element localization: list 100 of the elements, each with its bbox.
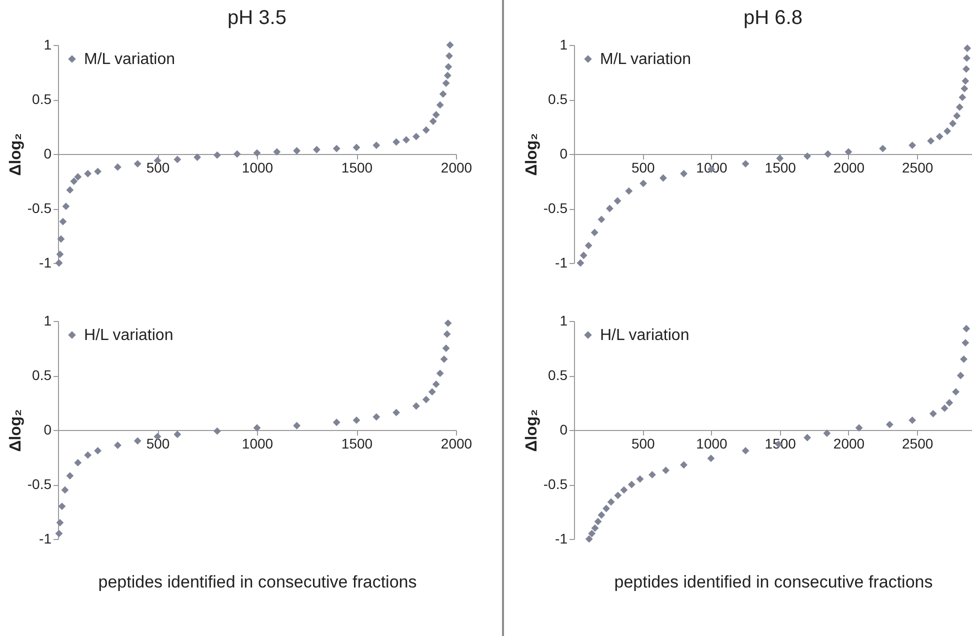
point <box>61 486 69 494</box>
x-axis-title: peptides identified in consecutive fractions <box>614 572 933 592</box>
point <box>332 418 340 426</box>
point <box>607 498 615 506</box>
point <box>662 466 670 474</box>
point <box>648 470 656 478</box>
point <box>594 518 602 526</box>
point <box>962 324 970 332</box>
y-tick-label: 0.5 <box>548 91 568 107</box>
x-tick-label: 500 <box>631 160 656 176</box>
point <box>84 451 92 459</box>
y-tick-label: -1 <box>555 530 568 546</box>
point <box>440 355 448 363</box>
x-tick-label: 2000 <box>440 160 472 176</box>
point <box>776 154 784 162</box>
point <box>963 54 970 62</box>
point <box>444 63 452 71</box>
point <box>956 103 964 111</box>
legend-label: H/L variation <box>600 327 690 344</box>
point <box>372 413 380 421</box>
chart-title: pH 6.8 <box>744 7 802 29</box>
point <box>352 144 360 152</box>
point <box>412 132 420 140</box>
point <box>956 372 964 380</box>
point <box>940 404 948 412</box>
point <box>446 52 453 60</box>
point <box>422 126 430 134</box>
x-tick-label: 2000 <box>440 436 472 452</box>
point <box>62 202 70 210</box>
x-tick-label: 2000 <box>833 160 865 176</box>
point <box>614 197 622 205</box>
y-axis-title: Δlog₂ <box>7 133 24 176</box>
point <box>908 416 916 424</box>
chart-title: pH 3.5 <box>228 7 286 29</box>
point <box>628 480 636 488</box>
point <box>402 136 410 144</box>
point <box>946 399 954 406</box>
point <box>936 132 944 140</box>
y-tick-label: -1 <box>555 254 568 270</box>
point <box>855 424 863 432</box>
point <box>443 330 451 338</box>
point <box>114 442 122 449</box>
point <box>392 138 400 146</box>
point <box>598 511 606 519</box>
point <box>428 388 436 396</box>
point <box>114 163 122 171</box>
y-tick-label: -1 <box>39 254 52 270</box>
y-tick-label: 0 <box>560 146 568 162</box>
point <box>949 120 956 128</box>
point <box>824 150 832 158</box>
x-tick-label: 500 <box>146 160 170 176</box>
point <box>660 174 667 182</box>
x-tick-label: 2500 <box>902 160 934 176</box>
point <box>59 218 67 226</box>
point <box>56 250 64 258</box>
point <box>879 144 886 152</box>
point <box>962 339 970 347</box>
x-tick-label: 2500 <box>902 436 934 452</box>
point <box>436 101 444 109</box>
x-tick-label: 1500 <box>341 160 373 176</box>
x-tick-label: 500 <box>146 436 170 452</box>
point <box>74 458 82 466</box>
point <box>446 41 454 49</box>
y-tick-label: 0 <box>560 422 568 438</box>
y-tick-label: 0.5 <box>32 91 52 107</box>
point <box>944 127 952 135</box>
point <box>444 319 452 327</box>
point <box>213 151 221 159</box>
point <box>432 380 440 388</box>
point <box>614 492 622 500</box>
point <box>591 524 599 532</box>
point <box>174 430 182 438</box>
point <box>620 486 628 494</box>
point <box>66 472 74 480</box>
point <box>84 170 92 178</box>
x-tick-label: 1000 <box>242 436 274 452</box>
point <box>253 149 261 157</box>
y-tick-label: 0.5 <box>548 367 568 383</box>
y-tick-label: 1 <box>560 36 568 52</box>
y-tick-label: -1 <box>39 530 52 546</box>
point <box>213 427 221 435</box>
point <box>584 242 592 250</box>
y-tick-label: -0.5 <box>543 476 568 492</box>
point <box>927 137 935 145</box>
point <box>606 204 614 212</box>
point <box>432 111 440 118</box>
point <box>590 228 598 236</box>
point <box>194 154 202 161</box>
y-axis-title: Δlog₂ <box>523 133 540 176</box>
x-axis-title: peptides identified in consecutive fractions <box>98 572 417 592</box>
point <box>908 142 916 149</box>
point <box>625 187 633 195</box>
point <box>707 454 715 462</box>
legend-label: M/L variation <box>84 51 175 68</box>
point <box>844 148 852 156</box>
point <box>886 420 894 428</box>
point <box>70 178 78 185</box>
point <box>134 437 142 445</box>
point <box>442 79 450 87</box>
point <box>964 44 972 52</box>
